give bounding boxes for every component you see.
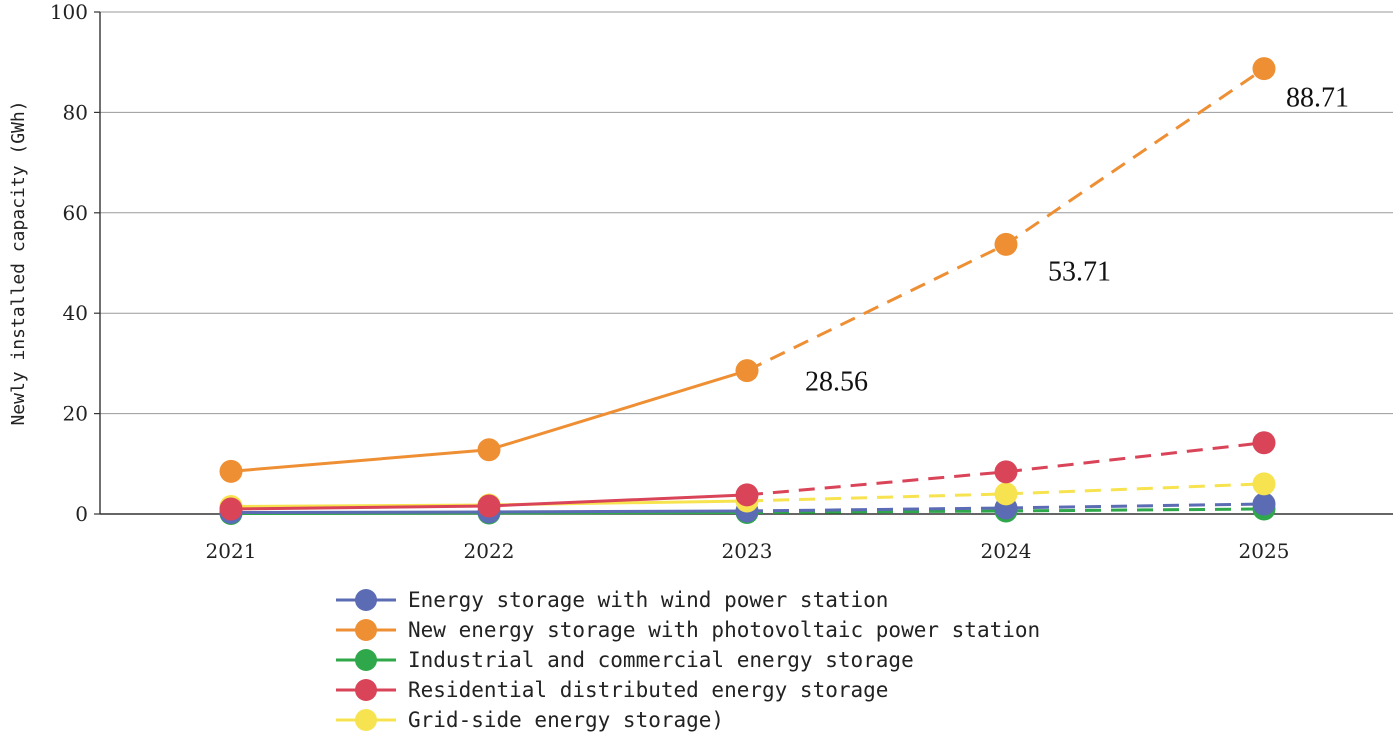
x-tick-label: 2021: [206, 539, 257, 563]
data-point: [477, 438, 501, 462]
series-line-forecast: [746, 507, 1265, 514]
series-3: [219, 431, 1276, 521]
data-label: 28.56: [805, 367, 868, 398]
data-label: 53.71: [1048, 256, 1111, 287]
y-tick-label: 40: [63, 301, 88, 325]
data-point: [1252, 492, 1276, 516]
data-point: [735, 359, 759, 383]
data-point: [219, 459, 243, 483]
data-point: [994, 482, 1018, 506]
data-point: [994, 232, 1018, 256]
series-lines: [219, 57, 1276, 525]
data-point: [477, 494, 501, 518]
legend-marker: [355, 649, 377, 671]
legend-marker: [355, 679, 377, 701]
y-tick-label: 20: [63, 402, 88, 426]
axes: 0 20 40 60 80 100 2021 2022 2023 2024 2025 Newly in…: [8, 0, 1393, 563]
series-line-forecast: [746, 482, 1265, 503]
y-tick-label: 0: [75, 502, 88, 526]
legend-label: New energy storage with photovoltaic pow…: [408, 618, 1040, 642]
series-line-forecast: [746, 502, 1265, 513]
x-tick-label: 2024: [981, 539, 1032, 563]
legend-item: Energy storage with wind power station: [336, 588, 888, 612]
y-tick-label: 100: [50, 0, 88, 24]
data-point: [219, 497, 243, 521]
x-tick-label: 2025: [1239, 539, 1290, 563]
data-point: [1252, 472, 1276, 496]
legend-item: Industrial and commercial energy storage: [336, 648, 914, 672]
legend-label: Residential distributed energy storage: [408, 678, 888, 702]
grid-lines: [100, 11, 1393, 415]
series-1: [219, 57, 1276, 483]
data-point: [1252, 431, 1276, 455]
legend-label: Industrial and commercial energy storage: [408, 648, 914, 672]
x-tick-label: 2022: [464, 539, 515, 563]
legend-item: Residential distributed energy storage: [336, 678, 888, 702]
x-tick-label: 2023: [722, 539, 773, 563]
legend-item: New energy storage with photovoltaic pow…: [336, 618, 1040, 642]
legend-label: Grid-side energy storage): [408, 708, 724, 732]
y-axis-label: Newly installed capacity (GWh): [8, 100, 29, 425]
y-tick-label: 80: [63, 100, 88, 124]
legend-marker: [355, 709, 377, 731]
legend-marker: [355, 619, 377, 641]
data-point: [994, 460, 1018, 484]
legend-label: Energy storage with wind power station: [408, 588, 888, 612]
data-point: [1252, 57, 1276, 81]
legend-item: Grid-side energy storage): [336, 708, 724, 732]
data-point: [735, 483, 759, 507]
data-label: 88.71: [1286, 83, 1349, 114]
legend-marker: [355, 589, 377, 611]
series-line-forecast: [746, 67, 1265, 372]
y-tick-label: 60: [63, 201, 88, 225]
data-labels: 28.56 53.71 88.71: [805, 83, 1349, 398]
legend: Energy storage with wind power station Ne…: [336, 588, 1040, 732]
